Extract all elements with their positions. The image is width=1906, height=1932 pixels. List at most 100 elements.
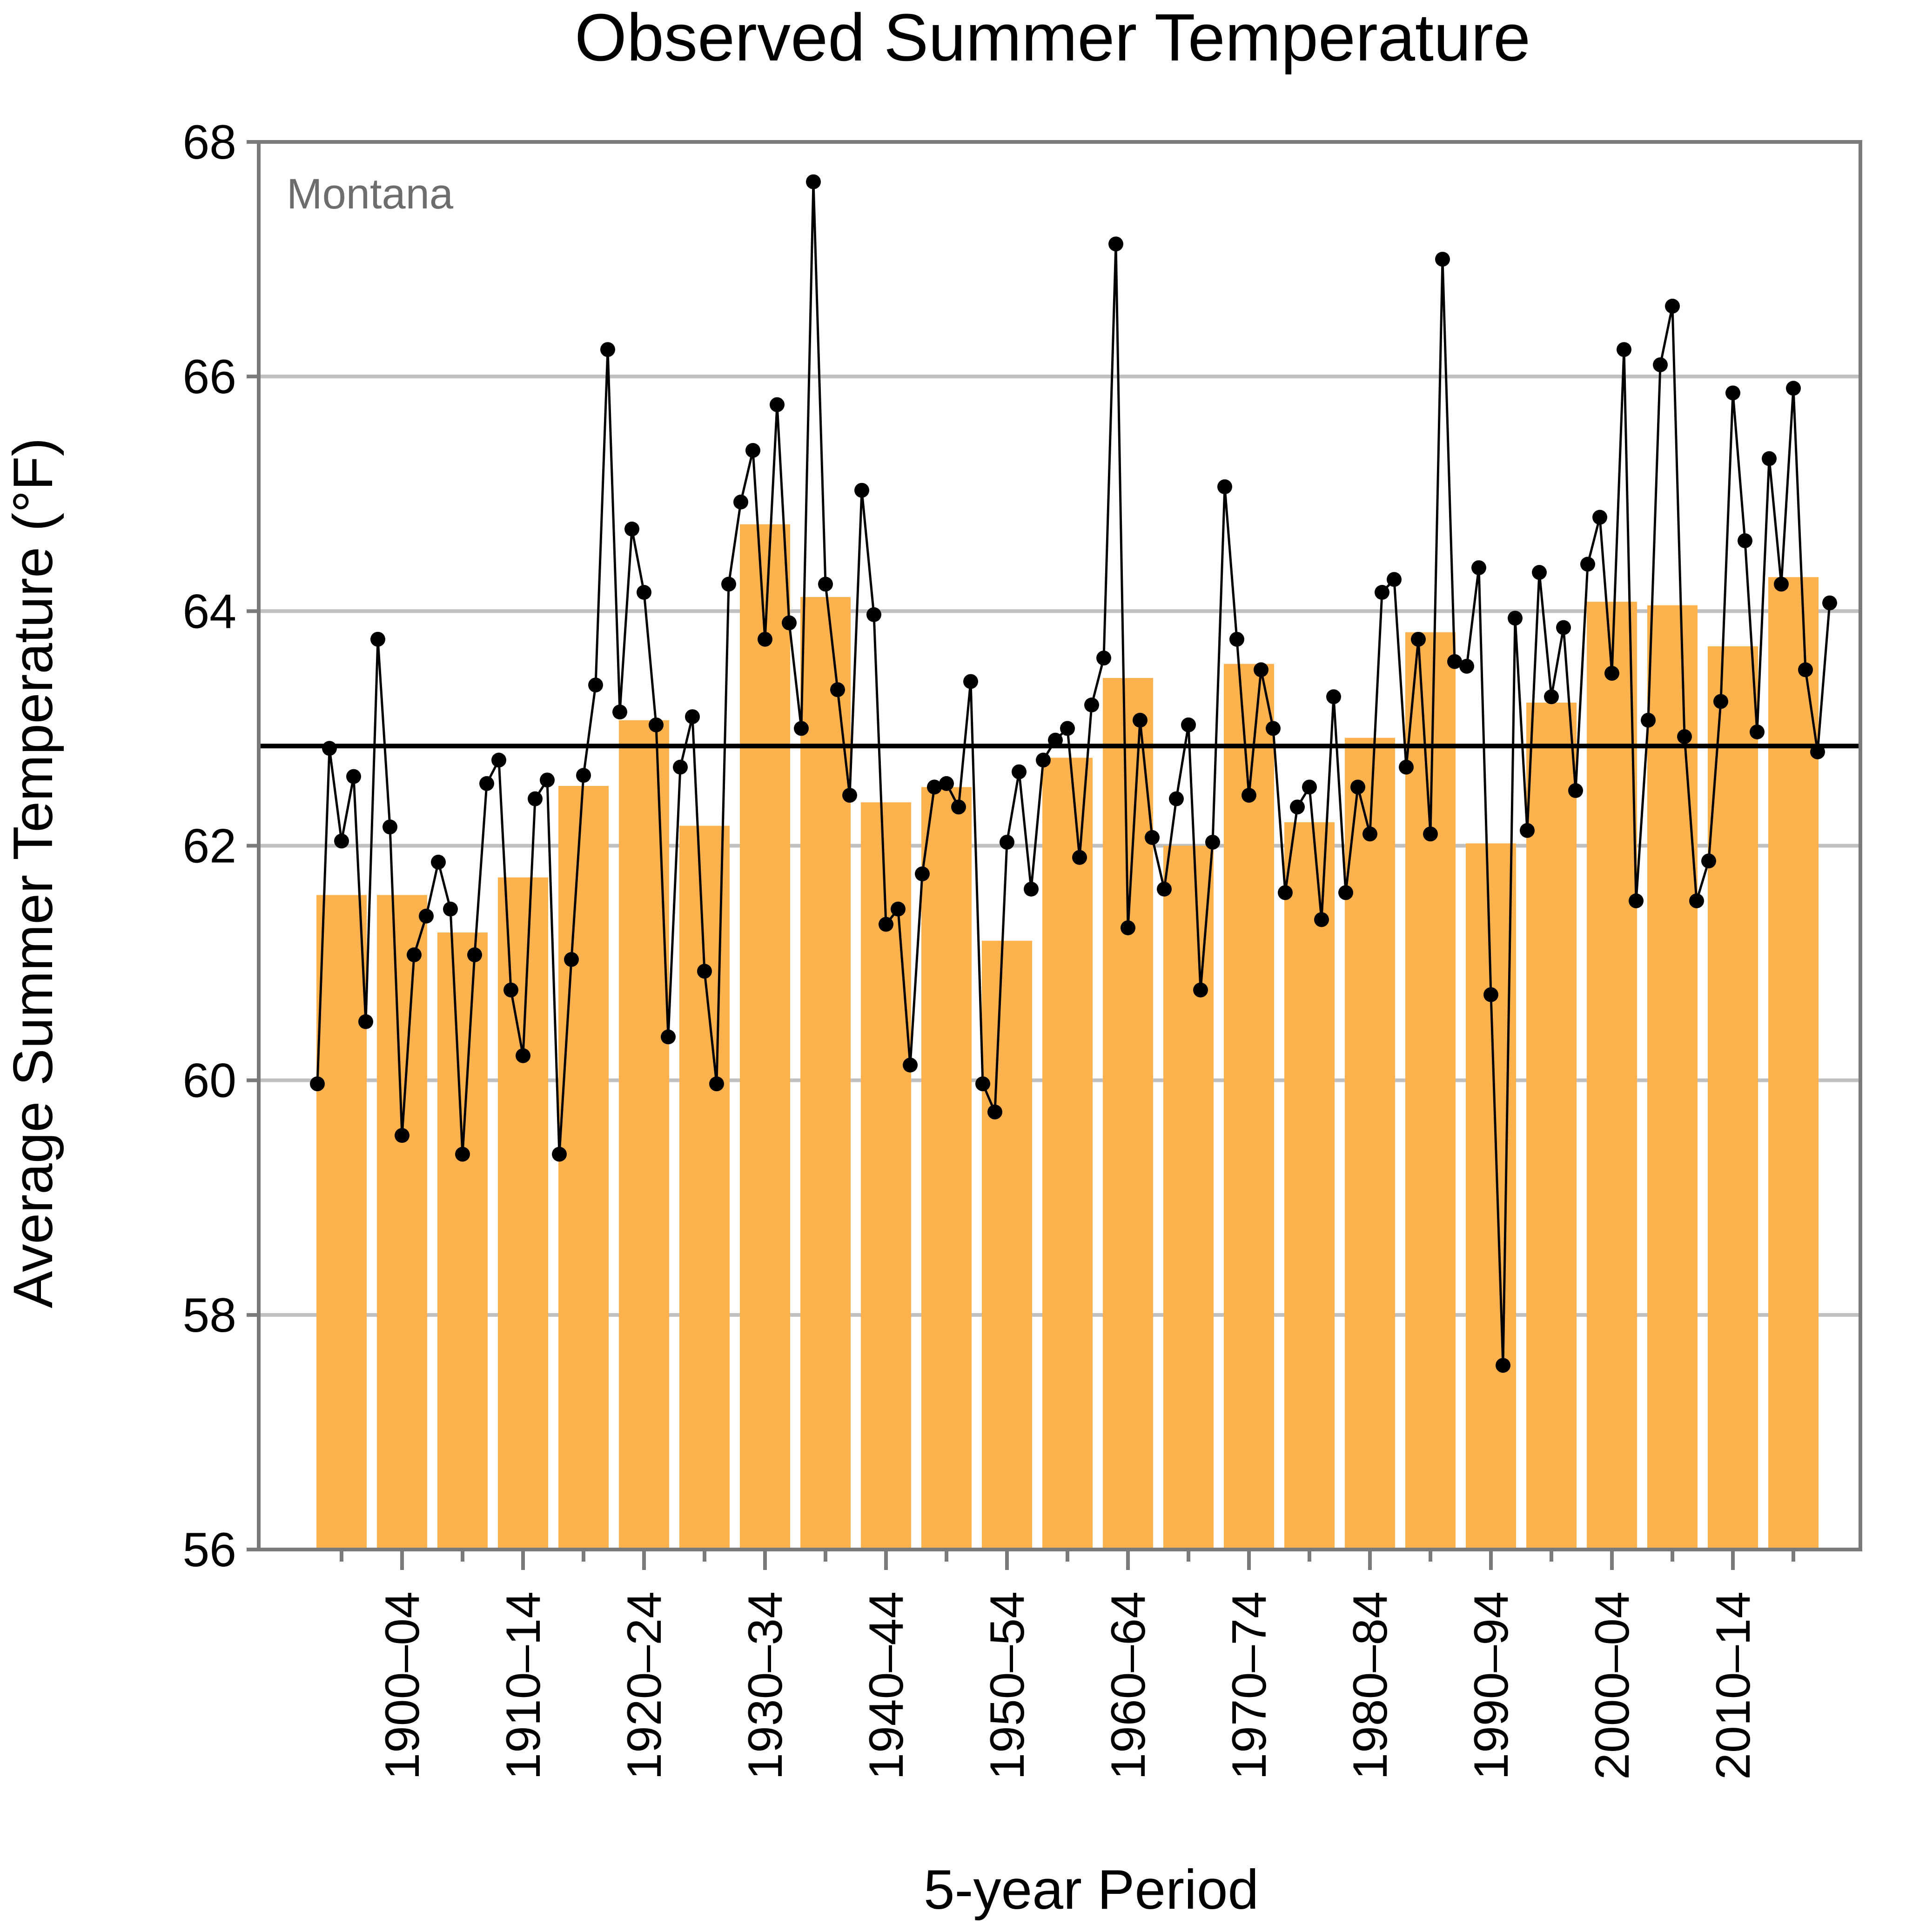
bar-1915–19 [558,785,609,1550]
point-1922 [637,585,651,600]
point-1964 [1145,830,1160,845]
point-1978 [1314,912,1329,927]
point-1988 [1435,252,1450,267]
point-1967 [1181,717,1196,732]
bar-1965–69 [1163,845,1214,1550]
x-axis-title: 5-year Period [924,1858,1259,1921]
point-1903 [407,947,422,962]
point-1952 [1000,834,1014,850]
bar-2015–20 [1768,577,1819,1550]
x-tick-label-1970–74: 1970–74 [1222,1591,1276,1780]
point-1995 [1520,823,1535,838]
point-1989 [1447,654,1462,669]
point-1996 [1532,565,1547,580]
annual-line [316,181,1831,1366]
x-tick-label-1990–94: 1990–94 [1464,1591,1518,1780]
point-1904 [419,908,434,924]
y-tick-label-62: 62 [182,819,236,873]
bar-1905–09 [437,932,488,1550]
x-tick-label-1980–84: 1980–84 [1343,1591,1397,1780]
point-2000 [1580,557,1595,572]
point-2014 [1750,724,1765,739]
y-tick-label-68: 68 [182,115,236,169]
point-2015 [1762,451,1777,466]
point-1918 [588,678,603,693]
x-tick-label-1960–64: 1960–64 [1101,1591,1155,1780]
bar-1900–04 [377,895,427,1550]
y-tick-label-58: 58 [182,1288,236,1342]
point-1980 [1338,885,1353,900]
point-1916 [564,952,579,967]
point-1944 [903,1057,918,1073]
point-1981 [1350,779,1365,795]
point-1947 [939,776,954,791]
point-1970 [1217,479,1232,495]
bar-1975–79 [1284,822,1335,1550]
point-1941 [866,607,881,622]
x-tick-label-2000–04: 2000–04 [1585,1591,1639,1780]
x-tick-label-1920–24: 1920–24 [617,1591,671,1780]
bar-1935–39 [800,597,851,1550]
point-1955 [1036,752,1051,768]
x-tick-label-1950–54: 1950–54 [980,1591,1034,1780]
point-2002 [1604,665,1619,681]
bar-2005–09 [1647,605,1698,1550]
y-tick-label-60: 60 [182,1054,236,1108]
point-1901 [383,819,397,835]
point-1936 [806,174,821,189]
point-1909 [479,776,494,791]
point-2013 [1738,533,1752,549]
x-tick-label-1900–04: 1900–04 [376,1591,430,1780]
point-1950 [975,1076,990,1092]
point-1896 [322,741,337,756]
bars [316,524,1819,1550]
point-1977 [1302,779,1317,795]
point-1968 [1193,982,1208,998]
y-axis-title: Average Summer Temperature (°F) [2,438,64,1308]
point-1930 [733,494,748,510]
point-1979 [1326,689,1341,704]
point-1917 [576,768,591,783]
x-tick-label-2010–14: 2010–14 [1706,1591,1760,1780]
x-axis-ticks: 1900–04 1910–14 1920–24 1930–34 1940–44 1950–… [340,1550,1795,1780]
point-1959 [1084,698,1099,712]
y-tick-label-56: 56 [182,1523,236,1577]
point-1910 [491,752,506,768]
y-tick-label-66: 66 [182,350,236,404]
point-1938 [830,682,845,698]
x-tick-label-1940–44: 1940–44 [859,1591,913,1780]
bar-1990–94 [1466,843,1516,1550]
point-1948 [951,799,966,815]
bar-1895–99 [316,895,367,1550]
point-1974 [1266,721,1281,736]
point-2008 [1677,729,1692,745]
point-1972 [1242,788,1256,803]
point-1965 [1157,881,1172,897]
point-1900 [370,631,385,647]
point-1933 [770,397,785,412]
point-2011 [1713,694,1728,709]
point-1915 [552,1147,567,1162]
x-tick-label-1910–14: 1910–14 [497,1591,550,1780]
point-1990 [1459,658,1474,674]
point-1911 [503,982,518,998]
point-1987 [1423,826,1438,842]
point-1963 [1133,712,1148,728]
point-1997 [1544,689,1559,704]
point-1937 [818,577,833,592]
point-1969 [1205,834,1220,850]
point-1899 [358,1014,373,1029]
point-1924 [661,1029,676,1045]
point-1929 [721,577,736,592]
point-1951 [987,1104,1002,1120]
bar-1950–54 [982,940,1032,1550]
y-axis-ticks: 56 58 60 62 64 66 68 [182,115,259,1577]
point-1942 [879,917,893,932]
point-2005 [1641,712,1656,728]
point-1902 [395,1128,409,1143]
point-2020 [1822,595,1837,610]
bar-1925–29 [679,825,730,1550]
point-1993 [1496,1358,1510,1373]
point-2016 [1774,577,1789,592]
